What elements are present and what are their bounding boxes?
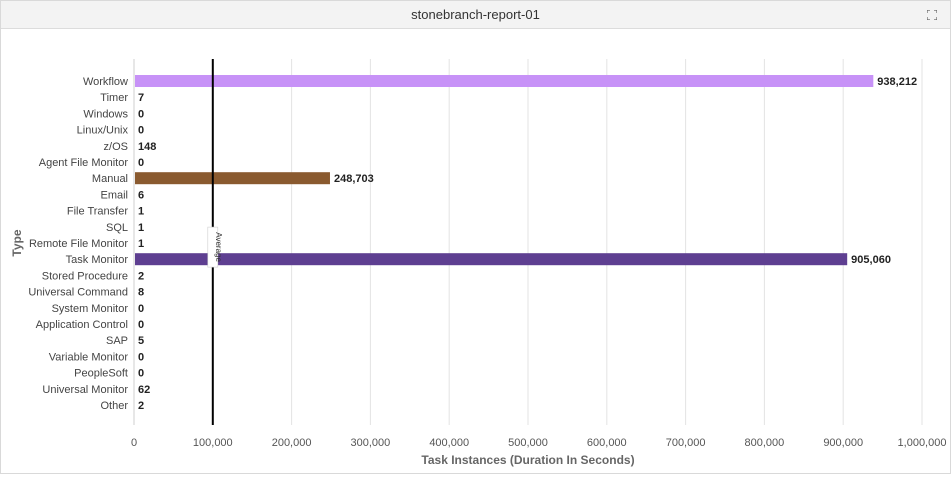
x-axis-title: Task Instances (Duration In Seconds): [421, 453, 634, 467]
x-tick-label: 200,000: [272, 437, 312, 449]
average-label-box: [207, 226, 219, 268]
category-label: PeopleSoft: [74, 368, 128, 380]
category-label: Stored Procedure: [42, 270, 128, 282]
category-label: Windows: [83, 108, 128, 120]
data-label: 0: [138, 319, 144, 331]
x-tick-label: 900,000: [823, 437, 863, 449]
data-label: 8: [138, 287, 144, 299]
data-label: 1: [138, 238, 144, 250]
data-label: 5: [138, 335, 144, 347]
x-tick-label: 1,000,000: [898, 437, 947, 449]
chart-area: 0 100,000 200,000 300,000 400,000 500,000 600,…: [1, 29, 950, 475]
bar-manual: [135, 172, 330, 185]
x-tick-label: 300,000: [351, 437, 391, 449]
data-label: 938,212: [877, 76, 917, 88]
y-axis-title: Type: [10, 229, 24, 256]
data-label: 0: [138, 125, 144, 137]
category-label: Agent File Monitor: [39, 157, 129, 169]
category-label: Timer: [100, 92, 128, 104]
data-label: 2: [138, 270, 144, 282]
bar-chart: 0 100,000 200,000 300,000 400,000 500,000 600,…: [10, 59, 947, 467]
bar-workflow: [135, 75, 874, 87]
data-label: 7: [138, 92, 144, 104]
x-tick-label: 700,000: [666, 437, 706, 449]
category-label: Universal Monitor: [42, 384, 128, 396]
category-label: SQL: [106, 222, 128, 234]
data-label: 905,060: [851, 254, 891, 266]
data-label: 62: [138, 384, 150, 396]
x-tick-label: 100,000: [193, 437, 233, 449]
data-label: 0: [138, 368, 144, 380]
data-label: 0: [138, 108, 144, 120]
category-label: Manual: [92, 173, 128, 185]
category-label: Variable Monitor: [49, 351, 129, 363]
x-tick-label: 800,000: [745, 437, 785, 449]
category-label: z/OS: [104, 141, 128, 153]
data-label: 1: [138, 222, 144, 234]
category-label: Email: [100, 189, 128, 201]
window-title: stonebranch-report-01: [411, 7, 540, 22]
average-label: Average: [214, 232, 223, 262]
data-label: 148: [138, 141, 156, 153]
category-label: Remote File Monitor: [29, 238, 128, 250]
x-tick-label: 0: [131, 437, 137, 449]
category-label: Task Monitor: [66, 254, 129, 266]
category-label: SAP: [106, 335, 128, 347]
data-label: 0: [138, 157, 144, 169]
category-label: Universal Command: [28, 287, 128, 299]
data-label: 2: [138, 400, 144, 412]
title-bar: stonebranch-report-01: [1, 1, 950, 29]
category-label: Linux/Unix: [77, 125, 129, 137]
x-tick-label: 600,000: [587, 437, 627, 449]
x-tick-label: 400,000: [429, 437, 469, 449]
data-label: 0: [138, 303, 144, 315]
expand-icon[interactable]: [924, 7, 940, 23]
category-label: Workflow: [83, 76, 128, 88]
data-label: 248,703: [334, 173, 374, 185]
data-label: 6: [138, 189, 144, 201]
bar-task-monitor: [135, 253, 848, 266]
data-label: 0: [138, 351, 144, 363]
x-tick-label: 500,000: [508, 437, 548, 449]
data-label: 1: [138, 206, 144, 218]
category-label: Other: [100, 400, 128, 412]
category-label: File Transfer: [67, 206, 128, 218]
category-label: Application Control: [36, 319, 128, 331]
category-label: System Monitor: [52, 303, 129, 315]
